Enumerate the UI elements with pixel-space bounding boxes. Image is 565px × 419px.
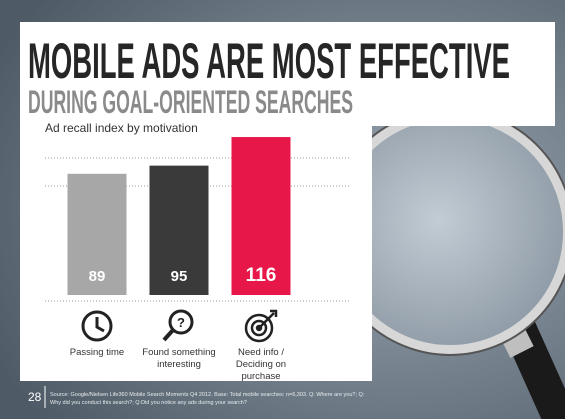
category-label: Found something interesting	[142, 347, 216, 370]
icon-target	[244, 309, 278, 343]
y-axis-label: Ad recall index by motivation	[45, 121, 198, 135]
value-label: 116	[246, 265, 277, 286]
icon-question: ?	[162, 309, 194, 342]
category-label: Need info / Deciding on purchase	[235, 347, 287, 382]
title-panel	[20, 22, 555, 126]
chart-subtitle: DURING GOAL-ORIENTED SEARCHES	[28, 84, 353, 120]
source-note: Source: Google/Nielsen Life360 Mobile Se…	[50, 392, 365, 406]
bar	[231, 137, 291, 295]
chart-title: MOBILE ADS ARE MOST EFFECTIVE	[28, 33, 510, 89]
bar	[67, 173, 127, 295]
icon-clock	[81, 310, 113, 342]
value-label: 95	[171, 268, 188, 285]
bar	[149, 165, 209, 295]
value-label: 89	[89, 268, 106, 285]
magnifier	[326, 108, 565, 419]
category-label: Passing time	[69, 347, 125, 358]
svg-text:?: ?	[177, 315, 185, 330]
page-number: 28	[28, 390, 42, 404]
